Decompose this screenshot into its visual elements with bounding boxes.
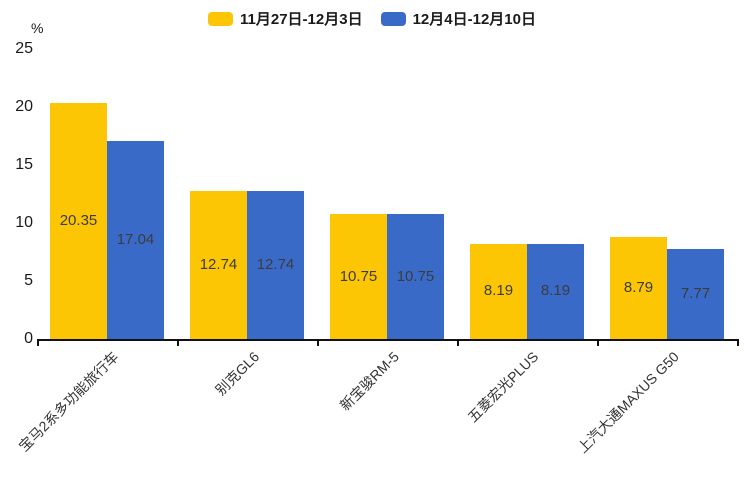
y-axis-tick-label: 20 — [15, 98, 33, 115]
bar-value-label: 12.74 — [256, 256, 295, 274]
x-axis-tick — [37, 341, 39, 346]
bar-series1-cat0: 17.04 — [107, 141, 164, 339]
legend-swatch-icon — [380, 11, 406, 26]
x-axis-category-label: 五菱宏光PLUS — [464, 348, 542, 426]
x-axis-category-label: 别克GL6 — [211, 348, 262, 399]
y-axis-tick-label: 25 — [15, 40, 33, 57]
bar-series1-cat3: 8.19 — [527, 243, 584, 339]
chart-legend: 11月27日-12月3日 12月4日-12月10日 — [0, 8, 744, 29]
bar-series1-cat4: 7.77 — [667, 248, 724, 339]
y-axis-unit-label: % — [31, 20, 44, 36]
bar-series0-cat0: 20.35 — [50, 102, 107, 339]
y-axis-tick-label: 15 — [15, 156, 33, 173]
bar-value-label: 8.79 — [623, 279, 654, 296]
bar-value-label: 17.04 — [116, 231, 155, 249]
bar-value-label: 10.75 — [339, 267, 378, 285]
x-axis-tick — [177, 341, 179, 346]
x-axis-tick — [737, 341, 739, 346]
bar-series1-cat2: 10.75 — [387, 214, 444, 339]
x-axis-category-label: 新宝骏RM-5 — [336, 348, 402, 414]
bar-series0-cat1: 12.74 — [190, 191, 247, 339]
legend-item-1[interactable]: 12月4日-12月10日 — [380, 8, 536, 29]
x-axis-tick — [317, 341, 319, 346]
bar-value-label: 12.74 — [199, 256, 238, 274]
y-axis-tick-label: 10 — [15, 214, 33, 231]
x-axis-line — [37, 339, 739, 341]
bar-series0-cat3: 8.19 — [470, 243, 527, 339]
bar-value-label: 20.35 — [59, 211, 98, 229]
legend-item-label: 12月4日-12月10日 — [412, 11, 536, 28]
bar-value-label: 8.19 — [540, 282, 571, 300]
x-axis-category-label: 上汽大通MAXUS G50 — [574, 348, 682, 456]
x-axis-tick — [597, 341, 599, 346]
bar-value-label: 10.75 — [396, 267, 435, 285]
legend-item-label: 11月27日-12月3日 — [240, 11, 363, 28]
bar-series0-cat4: 8.79 — [610, 237, 667, 339]
legend-item-0[interactable]: 11月27日-12月3日 — [208, 8, 363, 29]
y-axis-tick-label: 5 — [24, 272, 33, 289]
bar-value-label: 8.19 — [483, 282, 514, 300]
legend-swatch-icon — [208, 11, 233, 26]
x-axis-tick — [457, 341, 459, 346]
bar-series1-cat1: 12.74 — [247, 191, 304, 339]
x-axis-category-label: 宝马2系多功能旅行车 — [15, 348, 122, 455]
y-axis-tick-label: 0 — [24, 330, 33, 347]
bar-value-label: 7.77 — [680, 284, 711, 302]
bar-series0-cat2: 10.75 — [330, 214, 387, 339]
